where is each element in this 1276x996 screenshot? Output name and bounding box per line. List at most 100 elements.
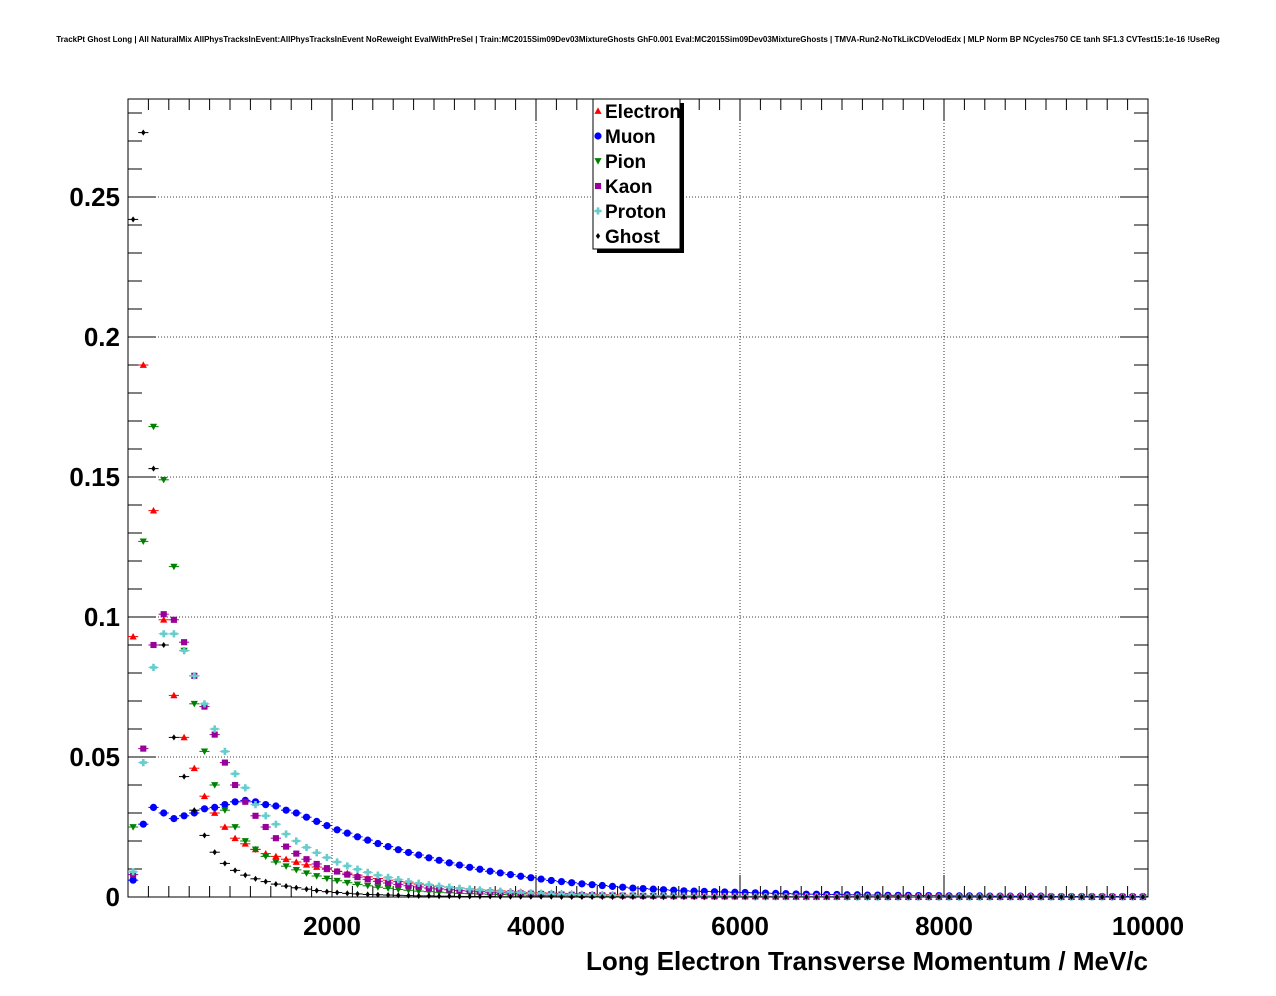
data-point-kaon xyxy=(374,878,381,885)
chart-title: TrackPt Ghost Long | All NaturalMix AllP… xyxy=(56,35,1220,44)
data-point-ghost xyxy=(171,734,177,741)
data-point-muon xyxy=(374,839,382,848)
legend-marker-muon xyxy=(594,132,602,140)
data-point-ghost xyxy=(508,893,513,900)
series-ghost xyxy=(128,129,1148,901)
data-point-pion xyxy=(333,877,341,885)
data-point-electron xyxy=(272,852,280,860)
data-point-muon xyxy=(547,876,555,885)
data-point-proton xyxy=(241,784,249,792)
data-point-proton xyxy=(517,888,525,897)
data-point-ghost xyxy=(273,881,279,888)
data-point-ghost xyxy=(202,832,207,839)
data-point-muon xyxy=(364,836,372,844)
data-point-ghost xyxy=(1140,893,1146,901)
data-point-muon xyxy=(619,883,627,891)
data-point-muon xyxy=(282,806,290,814)
data-point-proton xyxy=(537,889,545,897)
data-point-ghost xyxy=(967,893,972,901)
data-point-muon xyxy=(578,880,586,888)
axes: 2000 4000 6000 8000 10000 0 0.05 0.1 0.15 0.2 0.25 xyxy=(69,99,1184,941)
data-point-ghost xyxy=(212,849,217,856)
data-point-ghost xyxy=(691,893,697,901)
data-point-ghost xyxy=(549,893,554,900)
data-point-ghost xyxy=(1028,893,1033,901)
data-point-ghost xyxy=(1120,893,1125,901)
data-point-pion xyxy=(374,884,382,891)
data-point-proton xyxy=(425,881,433,889)
data-point-ghost xyxy=(712,893,717,901)
data-point-ghost xyxy=(416,892,421,899)
data-point-kaon xyxy=(364,876,371,883)
legend-marker-proton xyxy=(594,207,602,215)
x-tick-label: 6000 xyxy=(711,911,769,941)
data-point-proton xyxy=(476,886,484,894)
data-point-proton xyxy=(221,747,229,755)
data-point-ghost xyxy=(855,893,860,901)
data-point-pion xyxy=(221,807,229,814)
data-point-ghost xyxy=(1130,893,1135,901)
data-point-ghost xyxy=(243,872,248,879)
data-point-ghost xyxy=(824,893,829,901)
data-point-ghost xyxy=(294,884,299,891)
data-point-pion xyxy=(160,476,168,484)
data-point-electron xyxy=(282,855,290,863)
data-point-kaon xyxy=(313,860,320,868)
data-point-ghost xyxy=(324,888,330,895)
data-point-ghost xyxy=(569,893,574,901)
data-point-proton xyxy=(496,887,504,895)
data-point-electron xyxy=(231,834,239,842)
x-axis-title: Long Electron Transverse Momentum / MeV/… xyxy=(586,946,1148,976)
data-point-electron xyxy=(200,792,209,800)
series-electron xyxy=(128,361,1148,900)
data-point-proton xyxy=(394,876,402,884)
data-point-ghost xyxy=(793,893,799,901)
data-point-muon xyxy=(588,881,596,889)
data-point-ghost xyxy=(804,893,809,901)
data-point-pion xyxy=(404,887,413,894)
legend: Electron Muon Pion Kaon Proton Ghost xyxy=(592,98,684,253)
data-point-muon xyxy=(568,879,576,887)
data-point-muon xyxy=(680,887,688,895)
series-proton xyxy=(128,630,1148,901)
data-point-muon xyxy=(221,801,229,809)
legend-label-proton: Proton xyxy=(605,202,666,223)
data-point-pion xyxy=(231,824,239,831)
x-tick-label: 8000 xyxy=(915,911,973,941)
data-point-ghost xyxy=(763,893,768,901)
data-point-ghost xyxy=(814,893,819,901)
data-point-ghost xyxy=(538,893,544,900)
data-point-proton xyxy=(353,865,362,873)
data-point-muon xyxy=(170,815,178,823)
data-point-proton xyxy=(364,868,372,876)
data-point-ghost xyxy=(579,893,585,901)
data-point-kaon xyxy=(181,639,188,646)
data-point-muon xyxy=(272,802,280,810)
data-point-kaon xyxy=(160,611,167,618)
data-point-muon xyxy=(231,798,239,806)
data-point-kaon xyxy=(232,781,239,789)
data-point-muon xyxy=(292,809,300,817)
data-point-electron xyxy=(302,861,311,868)
data-point-proton xyxy=(180,647,188,655)
y-tick-label: 0.15 xyxy=(69,462,120,492)
data-point-kaon xyxy=(170,616,177,623)
data-point-muon xyxy=(384,843,392,851)
data-point-muon xyxy=(466,863,474,871)
data-point-muon xyxy=(415,851,423,859)
data-point-ghost xyxy=(467,893,472,900)
data-point-ghost xyxy=(957,893,962,901)
data-point-muon xyxy=(425,854,433,862)
data-point-muon xyxy=(476,865,484,873)
data-point-ghost xyxy=(345,890,350,897)
data-point-ghost xyxy=(1089,893,1095,901)
data-points xyxy=(128,129,1148,901)
legend-marker-electron xyxy=(594,107,602,114)
data-point-ghost xyxy=(946,893,952,901)
data-point-ghost xyxy=(1069,893,1074,901)
data-point-muon xyxy=(404,848,413,857)
data-point-muon xyxy=(343,829,351,837)
data-point-muon xyxy=(211,803,219,812)
data-point-ghost xyxy=(834,893,840,901)
data-point-ghost xyxy=(1038,893,1044,901)
